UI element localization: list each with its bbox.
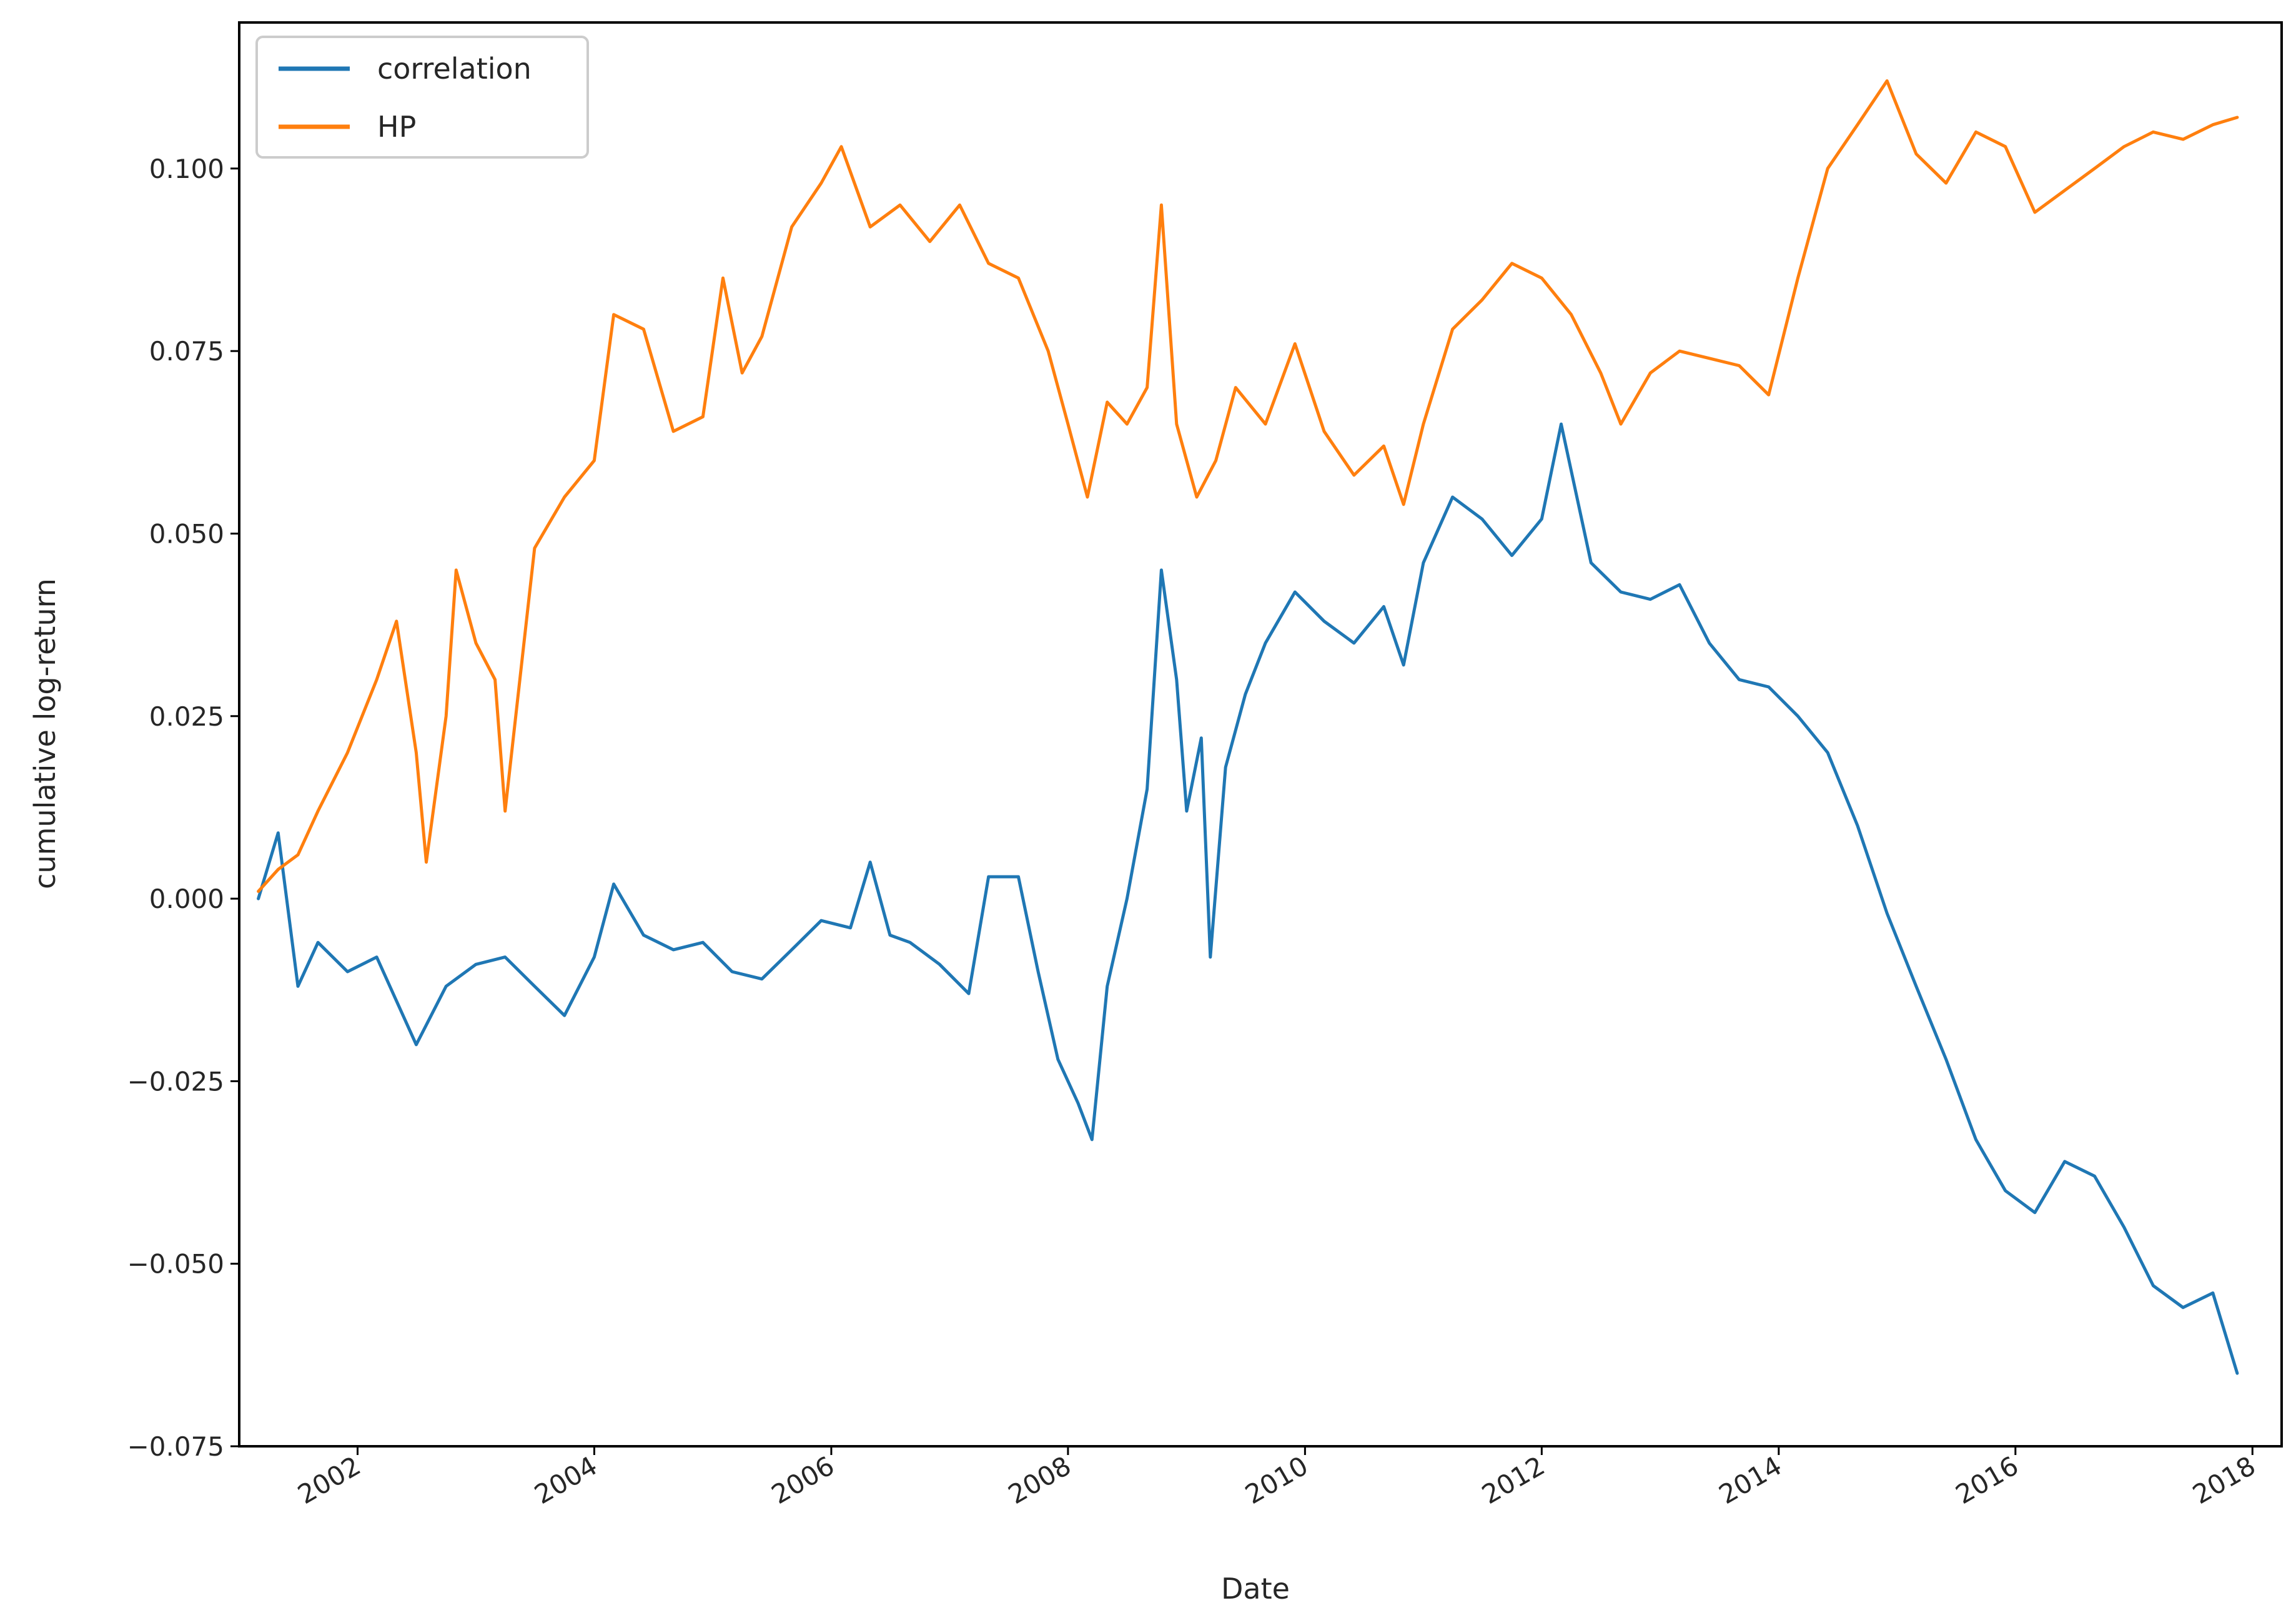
y-axis: 0.100 0.075 0.050 0.025 0.000 −0.025 −0.050 −0.… [127,154,239,1462]
y-tick-label: −0.025 [127,1066,224,1097]
y-axis-label: cumulative log-return [28,578,62,889]
legend: correlation HP [255,36,589,159]
x-axis-label: Date [1221,1572,1290,1606]
y-tick-label: 0.075 [149,336,224,367]
y-tick-label: 0.100 [149,154,224,184]
series-line-hp [257,79,2239,893]
y-tick-label: 0.000 [149,884,224,914]
plot-frame [238,21,2283,1448]
legend-label-correlation: correlation [377,52,532,86]
y-tick-label: 0.050 [149,518,224,549]
series-lines [257,79,2239,1375]
y-tick-label: −0.050 [127,1249,224,1280]
y-tick-label: −0.075 [127,1431,224,1462]
legend-label-hp: HP [377,110,416,144]
y-tick-label: 0.025 [149,701,224,732]
series-line-correlation [257,422,2239,1375]
